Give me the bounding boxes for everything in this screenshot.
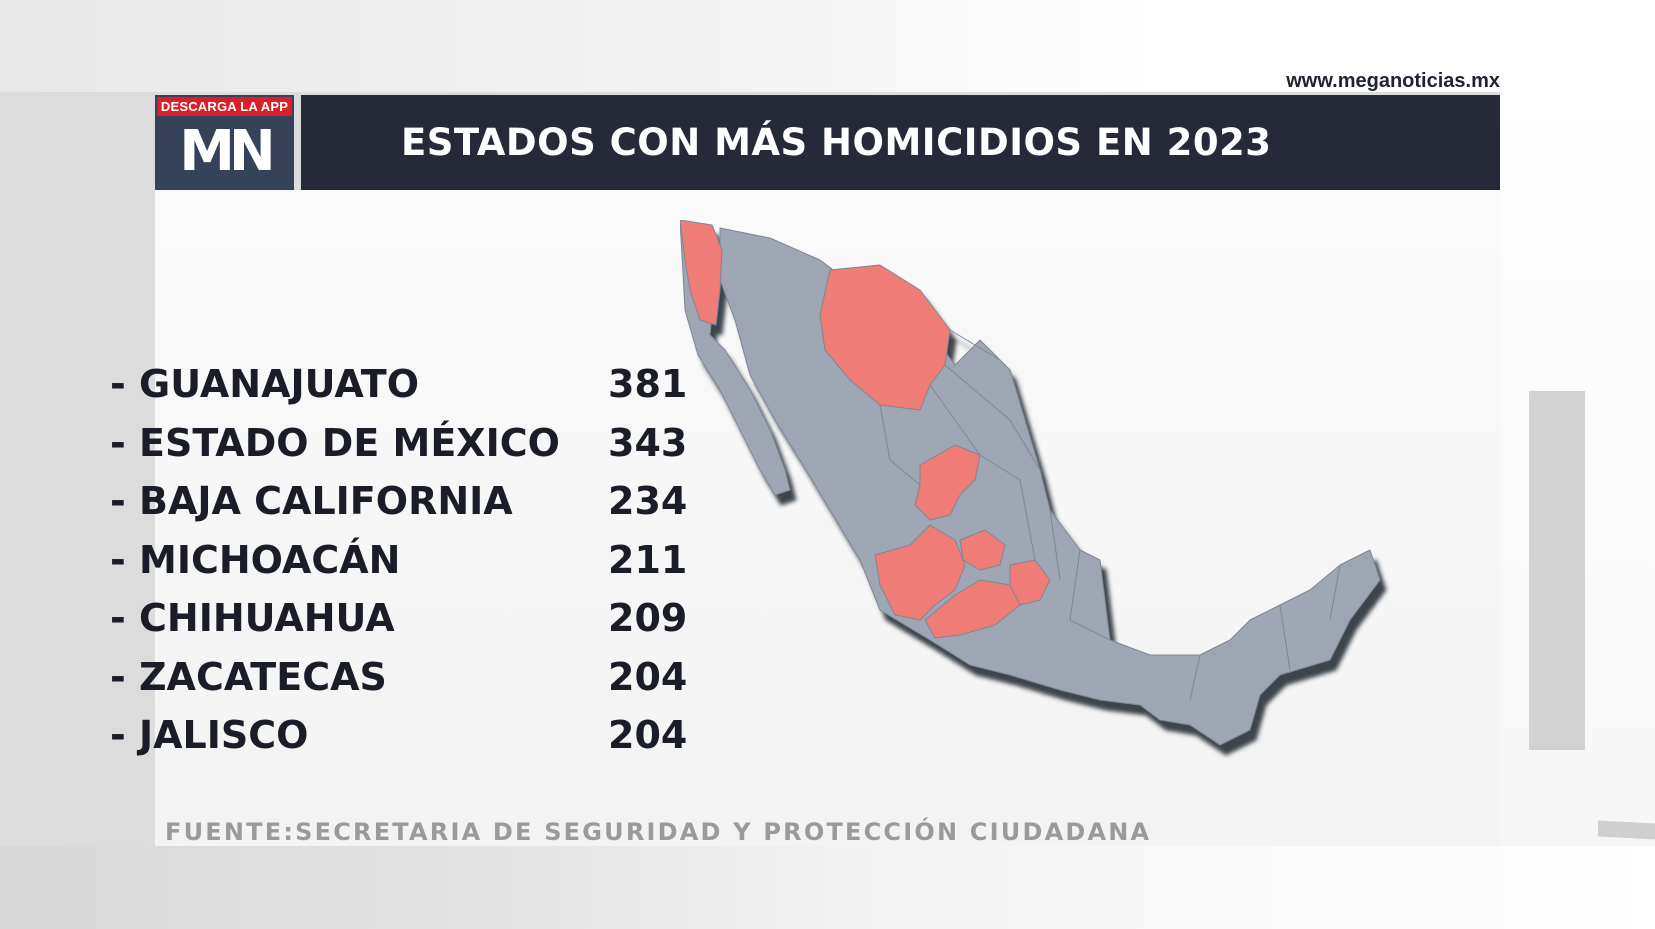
- state-name: - GUANAJUATO: [110, 362, 420, 406]
- decorative-bar: [1529, 391, 1585, 750]
- list-item: - BAJA CALIFORNIA 234: [110, 472, 710, 531]
- state-chihuahua: [819, 264, 951, 411]
- logo-badge: DESCARGA LA APP: [157, 97, 292, 116]
- title-bar: ESTADOS CON MÁS HOMICIDIOS EN 2023: [301, 95, 1500, 190]
- background-top: [0, 0, 1655, 92]
- background-bottom: [0, 846, 1655, 929]
- homicide-count: 381: [608, 362, 688, 406]
- list-item: - MICHOACÁN 211: [110, 531, 710, 590]
- mexico-map: [680, 220, 1381, 746]
- list-item: - ZACATECAS 204: [110, 648, 710, 707]
- state-name: - CHIHUAHUA: [110, 596, 395, 640]
- homicide-count: 234: [608, 479, 688, 523]
- homicide-count: 211: [608, 537, 688, 582]
- list-item: - ESTADO DE MÉXICO 343: [110, 414, 710, 473]
- decorative-bar: [1598, 820, 1655, 840]
- homicide-count: 209: [608, 596, 688, 640]
- homicide-count: 204: [608, 713, 688, 757]
- list-item: - JALISCO 204: [110, 706, 710, 765]
- source-note: FUENTE:SECRETARIA DE SEGURIDAD Y PROTECC…: [165, 818, 1152, 846]
- site-url: www.meganoticias.mx: [1286, 70, 1500, 92]
- state-baja-california: [680, 220, 723, 326]
- homicide-list: - GUANAJUATO 381 - ESTADO DE MÉXICO 343 …: [110, 355, 710, 765]
- state-guanajuato: [959, 529, 1006, 571]
- list-item: - CHIHUAHUA 209: [110, 589, 710, 648]
- state-name: - MICHOACÁN: [110, 537, 401, 582]
- state-zacatecas: [914, 444, 981, 521]
- state-name: - ZACATECAS: [110, 654, 387, 699]
- state-name: - JALISCO: [110, 713, 309, 757]
- homicide-count: 204: [608, 654, 688, 699]
- list-item: - GUANAJUATO 381: [110, 355, 710, 414]
- page-title: ESTADOS CON MÁS HOMICIDIOS EN 2023: [401, 121, 1272, 164]
- logo-mark: MN: [179, 119, 276, 184]
- mainland-states: [719, 227, 1381, 746]
- channel-logo: DESCARGA LA APP MN: [155, 95, 294, 190]
- state-jalisco: [874, 524, 966, 621]
- homicide-count: 343: [608, 420, 688, 465]
- state-name: - BAJA CALIFORNIA: [110, 479, 513, 523]
- state-name: - ESTADO DE MÉXICO: [110, 420, 560, 465]
